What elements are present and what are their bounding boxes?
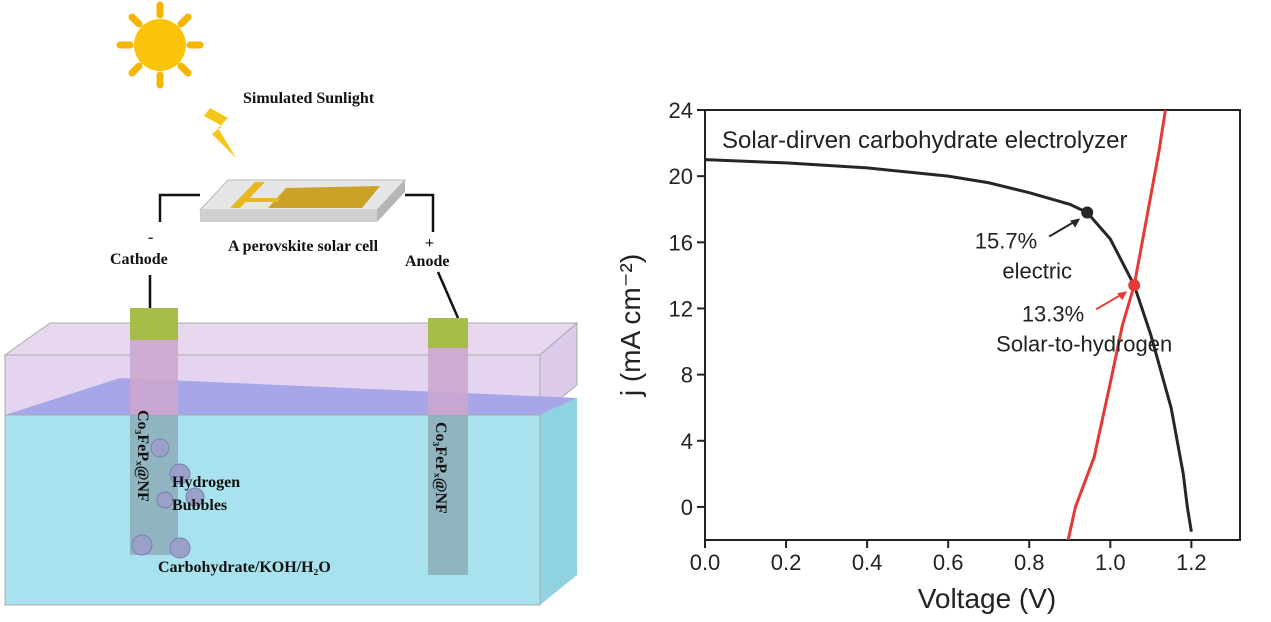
diagram: Simulated Sunlight - Cathode + Anode A p…: [3, 1, 579, 606]
arrow-head: [1117, 291, 1128, 301]
solar-cell-label: A perovskite solar cell: [228, 238, 379, 255]
electrolyte-label: Carbohydrate/KOH/H₂O: [158, 559, 331, 576]
x-tick-label: 0.0: [690, 550, 721, 575]
chart: Solar-dirven carbohydrate electrolyzer V…: [615, 98, 1241, 614]
bubbles-label: Hydrogen: [172, 474, 240, 491]
annotation: Solar-to-hydrogen: [996, 331, 1172, 356]
sunlight-label: Simulated Sunlight: [243, 90, 375, 107]
lightning: [204, 108, 236, 158]
annotation: electric: [1002, 259, 1072, 284]
y-tick-label: 16: [669, 230, 693, 255]
x-tick-label: 0.2: [771, 550, 802, 575]
x-tick-label: 0.4: [852, 550, 883, 575]
sun: [116, 1, 204, 89]
wire: [158, 193, 200, 222]
y-axis-label: j (mA cm⁻²): [615, 254, 646, 397]
anode-label: Anode: [405, 253, 449, 270]
y-tick-label: 4: [681, 429, 693, 454]
solar-cell: [198, 179, 407, 222]
x-tick-label: 0.6: [933, 550, 964, 575]
y-tick-label: 24: [669, 98, 693, 123]
anode-sign: +: [425, 235, 434, 252]
cathode-material: Co₃FePₓ@NF: [134, 410, 151, 502]
bubbles-label: Bubbles: [172, 497, 227, 514]
cathode-label: Cathode: [110, 251, 168, 268]
y-tick-label: 8: [681, 363, 693, 388]
arrow-head: [1070, 218, 1081, 228]
x-tick-label: 1.2: [1176, 550, 1207, 575]
wire: [405, 193, 435, 232]
y-tick-label: 12: [669, 296, 693, 321]
cathode-sign: -: [148, 229, 153, 246]
wire: [436, 271, 460, 319]
curve: [1066, 110, 1167, 540]
x-tick-label: 1.0: [1095, 550, 1126, 575]
anode-material: Co₃FePₓ@NF: [432, 422, 449, 514]
x-axis-label: Voltage (V): [918, 583, 1057, 614]
marker: [1081, 206, 1094, 219]
annotation: 15.7%: [975, 229, 1037, 254]
bubbles: [131, 438, 205, 559]
marker: [1128, 279, 1141, 292]
y-tick-label: 0: [681, 495, 693, 520]
anode-electrode: [428, 318, 468, 575]
chart-title: Solar-dirven carbohydrate electrolyzer: [722, 127, 1128, 154]
y-tick-label: 20: [669, 164, 693, 189]
x-tick-label: 0.8: [1014, 550, 1045, 575]
annotation: 13.3%: [1022, 301, 1084, 326]
plot-frame: [704, 109, 1241, 541]
cathode-electrode: [130, 308, 178, 555]
